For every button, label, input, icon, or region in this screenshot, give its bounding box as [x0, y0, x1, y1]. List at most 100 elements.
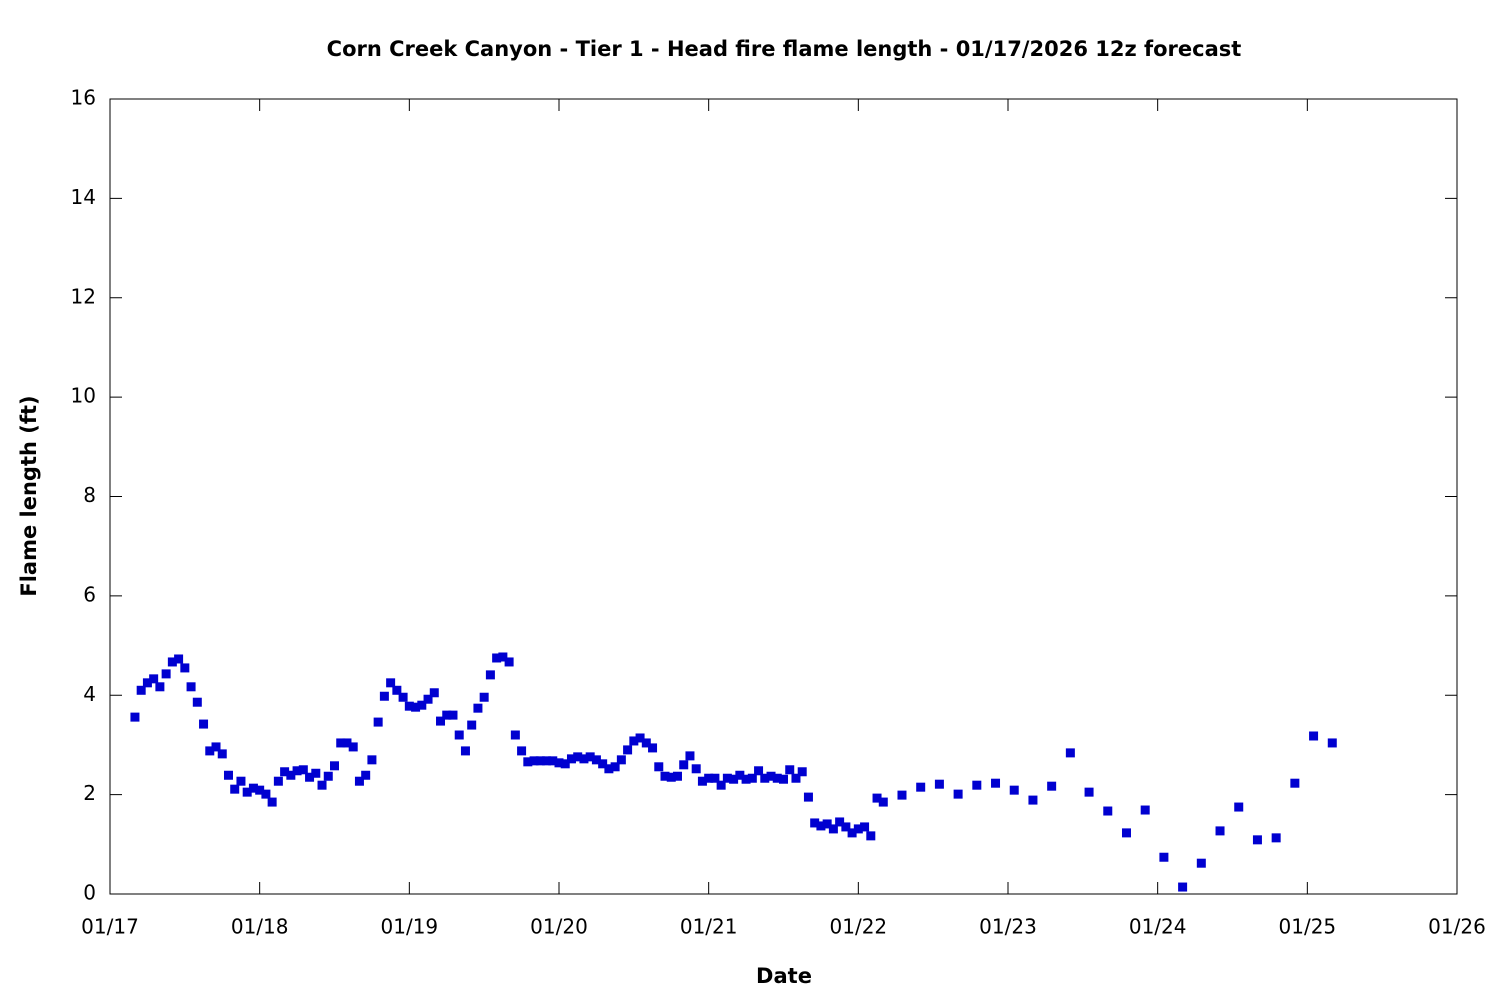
point [429, 688, 439, 698]
point [336, 738, 346, 748]
y-tick-label: 8 [83, 483, 96, 507]
point [897, 790, 907, 800]
point [816, 821, 826, 831]
point [498, 652, 508, 662]
point [504, 657, 514, 667]
point [766, 771, 776, 781]
point [149, 674, 159, 684]
point [242, 787, 252, 797]
point [585, 752, 595, 762]
point [330, 761, 339, 771]
chart-title: Corn Creek Canyon - Tier 1 - Head fire f… [327, 37, 1242, 61]
point [554, 758, 564, 768]
point [348, 742, 358, 752]
point [379, 691, 389, 701]
point [641, 738, 651, 748]
y-tick-label: 4 [83, 682, 96, 706]
point [604, 764, 614, 774]
point [1271, 833, 1281, 843]
x-tick-label: 01/18 [231, 915, 289, 939]
point [623, 745, 633, 755]
point [1215, 826, 1225, 836]
point [853, 824, 863, 834]
y-tick-label: 6 [83, 582, 96, 606]
point [199, 719, 209, 729]
point [398, 692, 408, 702]
point [760, 773, 770, 783]
y-tick-label: 16 [71, 86, 96, 110]
point [1327, 738, 1337, 748]
point [729, 774, 739, 784]
point [972, 780, 982, 790]
point [180, 663, 190, 673]
point [211, 742, 221, 752]
point [411, 702, 421, 712]
y-tick-label: 2 [83, 781, 96, 805]
point [560, 759, 570, 769]
point [866, 831, 876, 841]
point [1065, 748, 1075, 758]
point [161, 669, 171, 679]
point [803, 792, 813, 802]
point [311, 768, 321, 778]
point [654, 762, 664, 772]
point [1252, 835, 1262, 845]
point [1309, 731, 1319, 741]
point [666, 772, 676, 782]
point [479, 692, 489, 702]
point [953, 789, 963, 799]
point [174, 654, 184, 664]
point [704, 773, 714, 783]
point [167, 657, 177, 667]
point [217, 749, 227, 759]
point [1234, 802, 1244, 812]
y-tick-label: 12 [71, 284, 96, 308]
point [716, 780, 726, 790]
point [186, 682, 196, 692]
point [448, 710, 458, 720]
point [772, 773, 782, 783]
point [361, 770, 371, 780]
point [510, 730, 520, 740]
point [710, 773, 720, 783]
point [267, 797, 277, 807]
y-tick-label: 0 [83, 881, 96, 905]
point [485, 670, 495, 680]
point [591, 755, 601, 765]
point [460, 746, 470, 756]
x-tick-label: 01/22 [830, 915, 888, 939]
point [261, 789, 271, 799]
point [828, 824, 838, 834]
point [192, 697, 202, 707]
point [273, 776, 283, 786]
point [722, 773, 732, 783]
point [523, 757, 533, 767]
point [292, 766, 302, 776]
point [1196, 858, 1206, 868]
point [442, 710, 452, 720]
point [517, 746, 527, 756]
point [323, 771, 333, 781]
point [1121, 828, 1131, 838]
point [305, 772, 315, 782]
point [697, 776, 707, 786]
point [810, 818, 820, 828]
point [542, 756, 552, 766]
point [872, 793, 882, 803]
point [797, 767, 807, 777]
x-tick-label: 01/23 [979, 915, 1037, 939]
point [386, 678, 396, 688]
point [1159, 852, 1169, 862]
point [741, 774, 751, 784]
point [342, 738, 352, 748]
point [223, 770, 233, 780]
point [566, 754, 576, 764]
point [991, 778, 1001, 788]
point [1009, 785, 1019, 795]
point [934, 779, 944, 789]
point [616, 755, 626, 765]
point [136, 685, 146, 695]
point [473, 703, 483, 713]
